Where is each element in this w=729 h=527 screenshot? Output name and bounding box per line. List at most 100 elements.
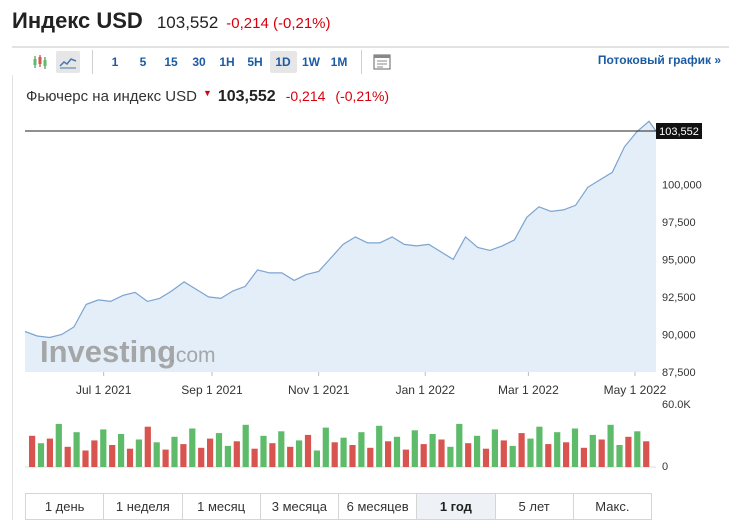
volume-tick-zero: 0 (662, 461, 668, 473)
volume-bar (207, 438, 214, 467)
volume-bar (37, 443, 45, 467)
y-tick-label: 100,000 (662, 179, 702, 191)
volume-bar (189, 428, 196, 467)
chart-toolbar: 1 5 15 30 1H 5H 1D 1W 1M (28, 49, 729, 75)
timeframe-30[interactable]: 30 (192, 55, 206, 69)
volume-bar (313, 450, 320, 467)
volume-bar (571, 428, 579, 467)
header-change: -0,214 (-0,21%) (226, 15, 331, 32)
y-tick-label: 90,000 (662, 330, 696, 342)
timeframe-5[interactable]: 5 (139, 55, 147, 69)
range-max[interactable]: Макс. (595, 499, 630, 514)
volume-bar (198, 447, 205, 468)
x-tick-label: May 1 2022 (604, 383, 667, 397)
volume-bar (242, 424, 249, 467)
page-title: Индекс USD (12, 8, 143, 33)
range-1-month[interactable]: 1 месяц (183, 494, 261, 519)
y-tick-label: 95,000 (662, 254, 696, 266)
volume-bar (180, 444, 187, 467)
volume-bar (625, 436, 632, 468)
volume-bar (55, 423, 62, 467)
volume-bar (340, 437, 347, 467)
volume-bar (269, 443, 276, 467)
timeframe-1h[interactable]: 1H (219, 55, 235, 69)
range-1-week[interactable]: 1 неделя (104, 494, 183, 519)
last-price-label: 103,552 (659, 126, 699, 138)
volume-bar (278, 431, 285, 468)
volume-bar (420, 444, 427, 467)
last-price-badge (656, 123, 702, 139)
streaming-chart-link[interactable]: Потоковый график » (597, 53, 721, 67)
volume-bar (126, 448, 134, 467)
range-1-day[interactable]: 1 день (26, 494, 105, 519)
toolbar-separator (361, 50, 362, 74)
timeframe-15[interactable]: 15 (164, 55, 178, 69)
volume-bar (385, 441, 392, 467)
volume-bar (322, 427, 329, 467)
candlestick-icon[interactable] (28, 51, 52, 73)
volume-bar (509, 445, 516, 467)
volume-bar (162, 449, 169, 467)
volume-bar (482, 448, 490, 467)
volume-bar (536, 426, 543, 467)
volume-bar (367, 447, 374, 468)
watermark-suffix: .com (170, 344, 216, 367)
timeframe-1d[interactable]: 1D (269, 51, 297, 73)
volume-bar (376, 425, 383, 468)
volume-bar (545, 444, 552, 467)
volume-bar (598, 439, 605, 467)
timeframe-1m[interactable]: 1M (330, 55, 348, 69)
volume-bar (64, 446, 71, 467)
table-view-icon[interactable] (370, 51, 394, 73)
x-tick-label: Mar 1 2022 (498, 383, 559, 397)
x-tick-label: Jul 1 2021 (76, 383, 132, 397)
volume-bar (153, 442, 160, 468)
volume-bar (447, 446, 454, 467)
range-1-year[interactable]: 1 год (417, 494, 496, 519)
volume-bar (118, 434, 125, 467)
line-chart-icon[interactable] (56, 51, 80, 73)
x-tick-label: Sep 1 2021 (181, 383, 243, 397)
volume-bar (527, 438, 534, 467)
volume-bar (429, 434, 436, 467)
volume-bar (411, 430, 418, 467)
volume-bar (563, 442, 570, 468)
volume-bar (144, 426, 151, 467)
volume-bar (589, 434, 596, 467)
volume-bar (393, 436, 401, 468)
timeframe-5h[interactable]: 5H (247, 55, 263, 69)
toolbar-divider (12, 46, 729, 48)
volume-bar (554, 432, 561, 467)
instrument-name: Фьючерс на индекс USD (26, 88, 197, 105)
range-3-months[interactable]: 3 месяца (261, 494, 339, 519)
range-5-years[interactable]: 5 лет (496, 494, 574, 519)
volume-bar (171, 436, 178, 468)
volume-bar (135, 439, 142, 467)
volume-bar (233, 441, 240, 467)
volume-bar (109, 445, 116, 467)
chart-title: Фьючерс на индекс USD ▼ 103,552 -0,214 (… (26, 88, 399, 106)
investing-watermark: Investing .com (40, 334, 216, 369)
volume-bar (215, 433, 223, 467)
volume-bar (73, 432, 80, 467)
y-tick-label: 92,500 (662, 292, 696, 304)
instrument-change: -0,214 (285, 88, 326, 104)
volume-bar (402, 449, 409, 467)
volume-bar (331, 442, 338, 468)
timeframe-1w[interactable]: 1W (302, 55, 320, 69)
volume-bar (500, 440, 507, 467)
volume-bar (296, 440, 303, 467)
volume-bar (304, 434, 312, 467)
volume-bar (358, 432, 365, 467)
y-tick-label: 97,500 (662, 217, 696, 229)
volume-bar (616, 445, 623, 467)
range-6-months[interactable]: 6 месяцев (339, 494, 418, 519)
volume-bar (607, 424, 614, 467)
toolbar-separator (92, 50, 93, 74)
volume-bar (634, 431, 641, 468)
volume-bar (643, 441, 650, 467)
timeframe-1[interactable]: 1 (111, 55, 119, 69)
header-price: 103,552 (156, 13, 219, 32)
volume-bar (491, 429, 498, 467)
